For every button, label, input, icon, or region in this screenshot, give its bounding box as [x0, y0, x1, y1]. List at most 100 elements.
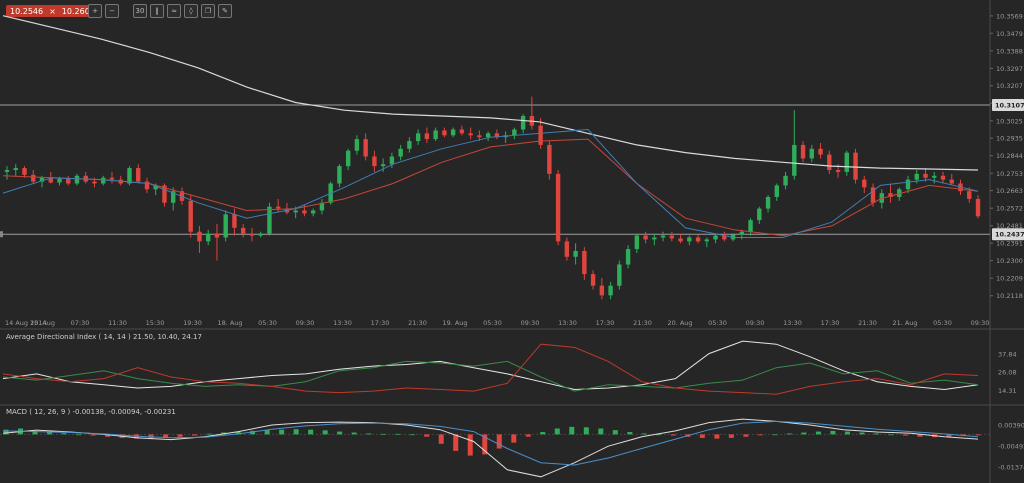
candle-body	[564, 241, 570, 257]
candle-body	[923, 173, 928, 178]
adx-series-minusdi	[2, 343, 979, 395]
candle-body	[363, 139, 368, 157]
y-tick-label: 10.2118	[996, 292, 1023, 300]
candle-body	[897, 189, 902, 197]
candle-body	[389, 156, 395, 165]
close-icon[interactable]: ×	[49, 6, 56, 16]
x-tick-label: 15:30	[146, 319, 165, 327]
x-tick-label: 09:30	[971, 319, 990, 327]
macd-histogram-bar	[438, 434, 444, 444]
x-tick-label: 17:30	[371, 319, 390, 327]
macd-histogram-bar	[453, 434, 459, 451]
candle-body	[66, 178, 71, 184]
candle-body	[792, 144, 797, 176]
price-label: 10.3107	[995, 102, 1024, 110]
macd-histogram-bar	[32, 430, 38, 435]
macd-histogram-bar	[583, 427, 589, 435]
candle-body	[853, 152, 858, 180]
copy-icon[interactable]: ❐	[201, 4, 215, 18]
candle-body	[127, 168, 132, 184]
candle-body	[424, 133, 430, 140]
macd-histogram-bar	[554, 428, 560, 435]
candle-body	[660, 235, 666, 238]
candle-body	[293, 210, 298, 213]
candle-body	[704, 239, 710, 242]
candle-body	[617, 264, 622, 286]
macd-histogram-bar	[612, 430, 618, 435]
candle-body	[459, 129, 465, 134]
macd-histogram-bar	[801, 432, 807, 435]
candle-body	[249, 233, 255, 236]
macd-signal-line	[2, 420, 979, 466]
candle-body	[302, 210, 307, 214]
macd-line	[2, 418, 979, 478]
candle-body	[162, 185, 167, 203]
indicators-icon[interactable]: ≈	[167, 4, 181, 18]
moving-average-long	[2, 15, 979, 171]
candle-body	[678, 238, 683, 242]
macd-histogram-bar	[293, 429, 299, 435]
objects-icon[interactable]: ◊	[184, 4, 198, 18]
macd-histogram-bar	[366, 433, 372, 435]
candle-body	[520, 116, 526, 130]
candle-body	[442, 130, 447, 136]
candle-body	[354, 139, 360, 151]
macd-histogram-bar	[424, 434, 430, 437]
x-tick-label: 05:30	[708, 319, 727, 327]
price-box[interactable]: 10.2546 × 10.2604	[6, 5, 99, 17]
candle-body	[914, 173, 919, 180]
price-label-box	[992, 99, 1024, 112]
candle-body	[101, 177, 106, 184]
candle-body	[800, 144, 806, 159]
y-tick-label: 10.3025	[996, 117, 1023, 125]
macd-histogram-bar	[772, 434, 778, 436]
macd-histogram-bar	[163, 434, 169, 438]
x-tick-label: 05:30	[483, 319, 502, 327]
price-label-box	[992, 228, 1024, 241]
timeframe-icon[interactable]: 30	[133, 4, 147, 18]
candle-body	[188, 200, 193, 232]
candle-body	[870, 187, 876, 203]
candle-body	[967, 191, 972, 199]
zoom-out-icon[interactable]: −	[105, 4, 119, 18]
y-tick-label: 10.2935	[996, 135, 1023, 143]
candle-body	[739, 231, 745, 235]
candle-body	[22, 168, 27, 175]
candle-body	[687, 237, 692, 242]
macd-histogram-bar	[496, 434, 502, 449]
candle-body	[267, 206, 272, 234]
candle-body	[214, 233, 220, 238]
toolbar-buttons: + −30 ‖ ≈ ◊ ❐ ✎	[88, 4, 232, 18]
x-tick-label: 05:30	[258, 319, 277, 327]
candle-body	[240, 227, 246, 234]
x-tick-label: 07:30	[71, 319, 90, 327]
candle-body	[48, 177, 53, 183]
price-label: 10.2437	[995, 231, 1024, 239]
candle-body	[827, 154, 832, 170]
candle-body	[13, 168, 18, 170]
chart-type-icon[interactable]: ‖	[150, 4, 164, 18]
macd-histogram-bar	[917, 434, 923, 437]
candle-body	[223, 214, 228, 238]
macd-histogram-bar	[975, 434, 981, 436]
x-tick-label: 05:30	[933, 319, 952, 327]
bid-price: 10.2546	[10, 6, 44, 16]
x-tick-label: 19. Aug	[442, 319, 467, 327]
macd-histogram-bar	[511, 434, 517, 443]
macd-histogram-bar	[757, 434, 763, 436]
candle-body	[652, 237, 657, 240]
candle-body	[722, 235, 727, 240]
macd-histogram-bar	[47, 432, 53, 435]
candle-body	[757, 208, 762, 221]
draw-icon[interactable]: ✎	[218, 4, 232, 18]
moving-average-fast	[2, 128, 979, 238]
adx-series-adx	[2, 340, 979, 391]
candle-body	[669, 235, 675, 239]
candle-body	[197, 231, 202, 242]
adx-series-plusdi	[2, 360, 979, 392]
zoom-in-icon[interactable]: +	[88, 4, 102, 18]
candle-body	[415, 133, 421, 142]
macd-histogram-bar	[337, 431, 343, 435]
candle-body	[310, 210, 316, 214]
